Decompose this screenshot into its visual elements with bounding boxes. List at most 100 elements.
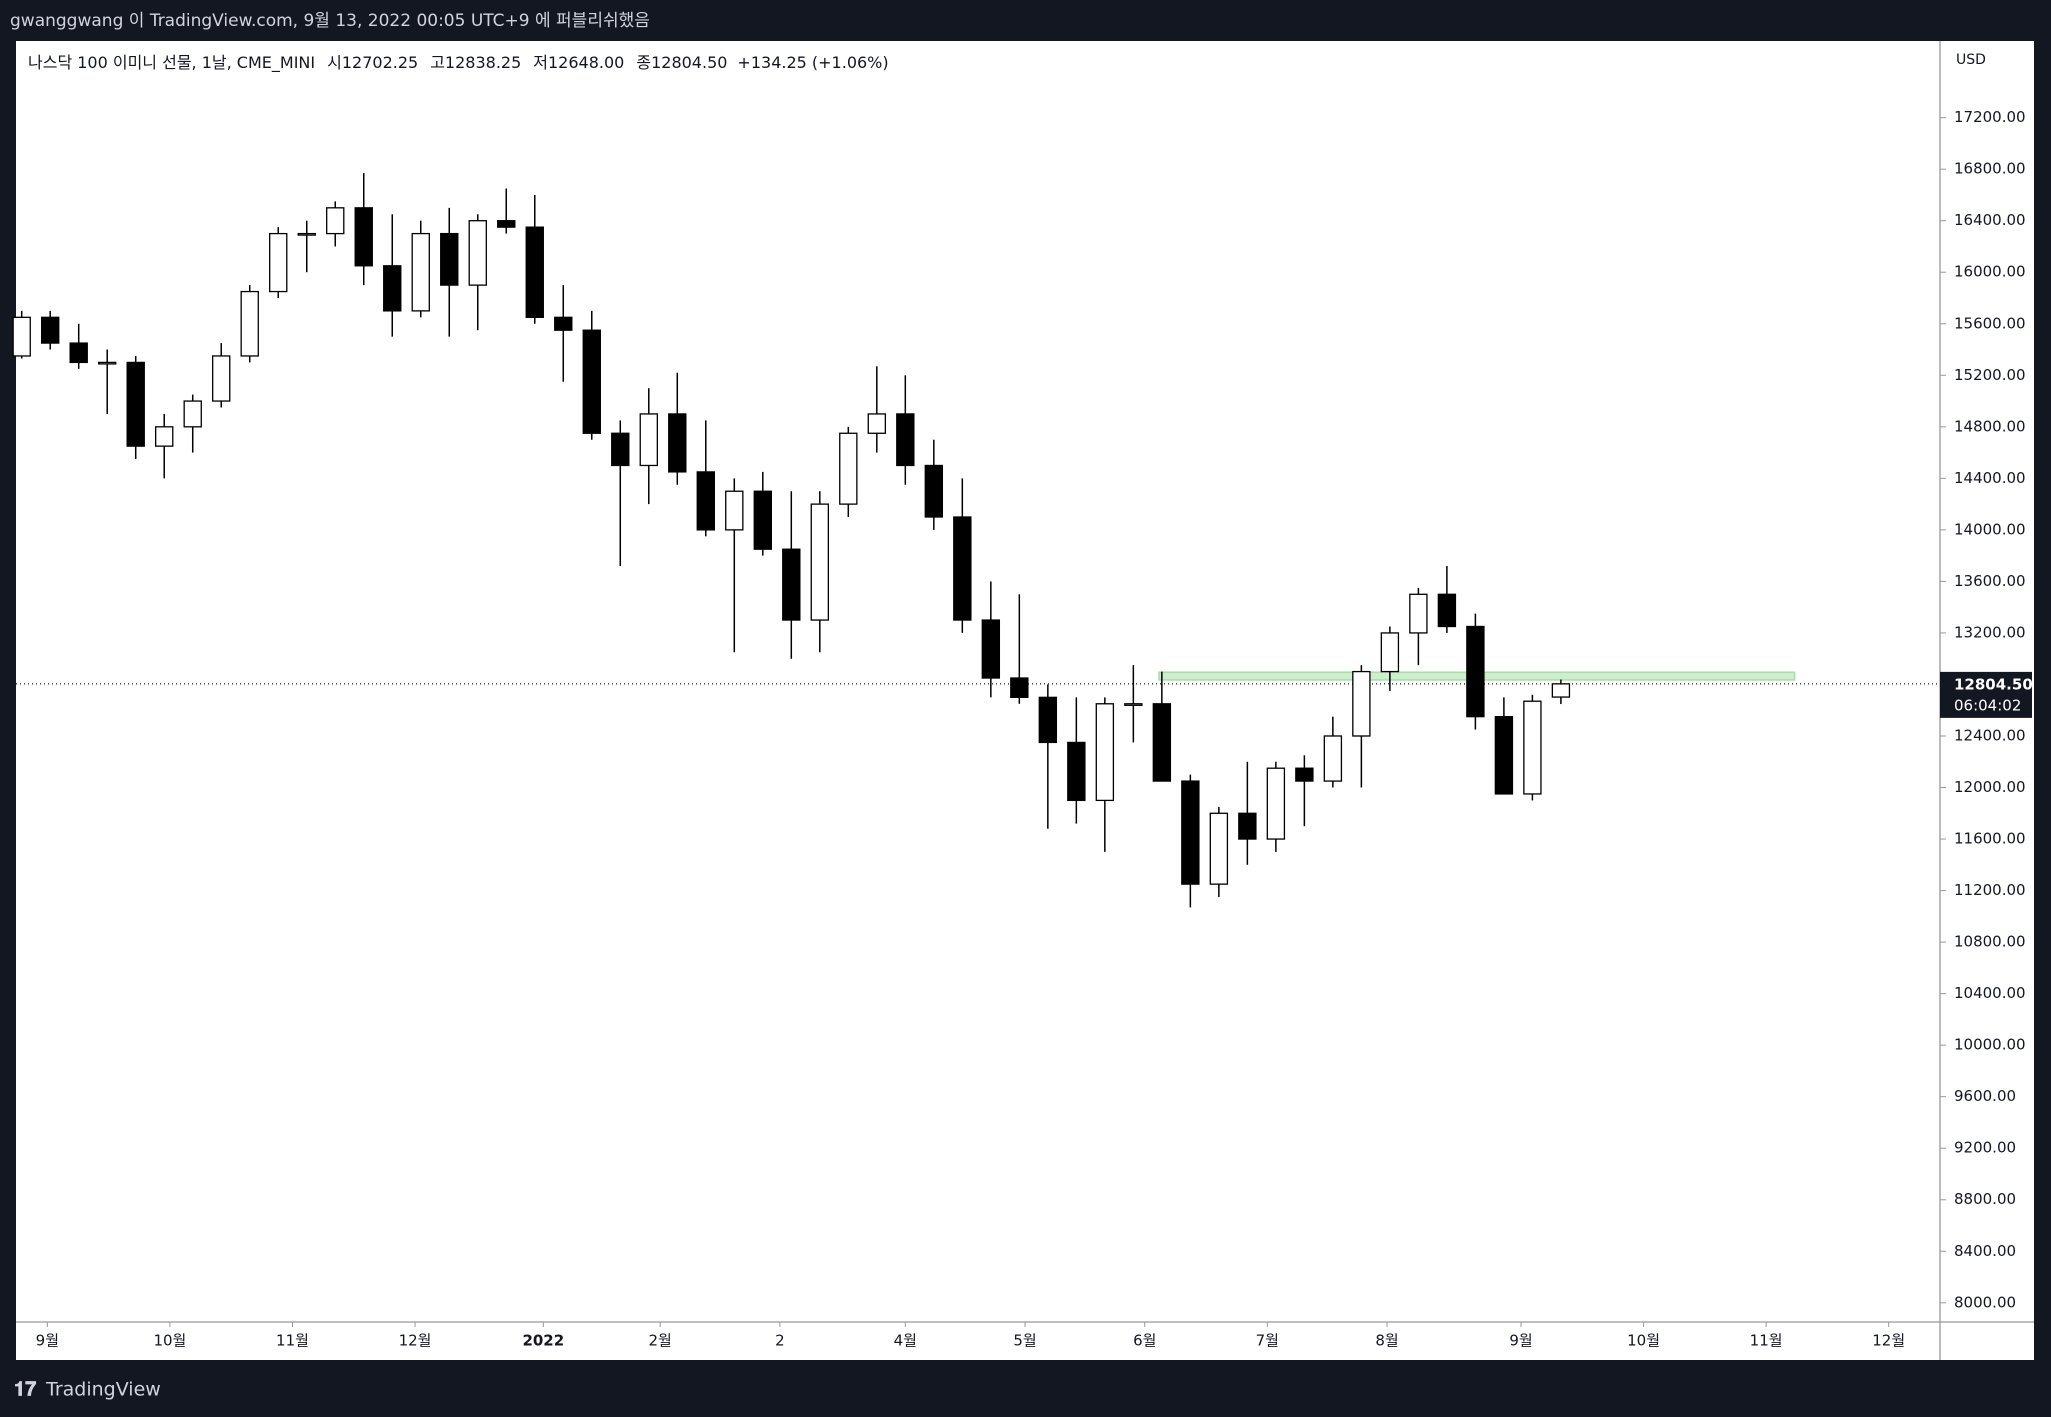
- candle-body: [1181, 780, 1200, 885]
- candle: [1466, 613, 1485, 730]
- x-tick-label: 5월: [1013, 1332, 1036, 1350]
- candle-body: [639, 413, 658, 467]
- candle-body: [98, 361, 117, 365]
- last-price-badge: [1940, 671, 2032, 718]
- y-tick-label: 12400.00: [1954, 726, 2026, 744]
- legend-open: 12702.25: [342, 53, 418, 72]
- candle: [810, 491, 830, 653]
- candle: [126, 355, 145, 460]
- y-tick-label: 8000.00: [1954, 1293, 2016, 1311]
- candle: [582, 310, 601, 440]
- x-tick-label: 4월: [894, 1332, 917, 1350]
- candle: [69, 323, 88, 369]
- y-tick-label: 15600.00: [1954, 314, 2026, 332]
- candle-body: [240, 290, 259, 357]
- candle-body: [69, 342, 88, 364]
- candle-body: [297, 232, 316, 236]
- x-tick-label: 12월: [399, 1332, 432, 1350]
- candle-body: [896, 413, 915, 467]
- candle: [1494, 697, 1514, 795]
- countdown: 06:04:02: [1954, 696, 2021, 714]
- candle-body: [1494, 716, 1514, 795]
- candle: [1209, 806, 1229, 898]
- y-tick-label: 14800.00: [1954, 417, 2026, 435]
- candle-body: [953, 516, 972, 621]
- candle: [1380, 626, 1400, 691]
- y-tick-label: 11200.00: [1954, 881, 2026, 899]
- candle-body: [924, 464, 944, 518]
- candle-body: [411, 232, 430, 312]
- candle-body: [269, 232, 288, 293]
- candle: [696, 420, 715, 537]
- candle: [1152, 671, 1172, 782]
- candle: [41, 310, 60, 350]
- candle: [1124, 665, 1143, 743]
- candle: [896, 375, 915, 485]
- candle-body: [696, 471, 715, 531]
- legend-low: 12648.00: [548, 53, 624, 72]
- candle: [1238, 761, 1257, 865]
- y-tick-label: 16000.00: [1954, 263, 2026, 281]
- candle: [953, 478, 972, 633]
- x-tick-label: 11월: [276, 1332, 309, 1350]
- candle: [326, 201, 345, 247]
- y-tick-label: 16400.00: [1954, 211, 2026, 229]
- x-tick-label: 2월: [649, 1332, 672, 1350]
- legend-high-label: 고: [430, 53, 445, 72]
- candle: [12, 310, 31, 359]
- candle-body: [810, 503, 830, 621]
- x-tick-label: 2: [775, 1332, 785, 1350]
- candle-body: [1010, 677, 1029, 698]
- candle-body: [554, 316, 573, 331]
- legend-open-label: 시: [327, 53, 342, 72]
- candle-body: [525, 226, 544, 318]
- candle: [839, 426, 858, 517]
- candle-body: [1295, 767, 1314, 782]
- candle: [867, 366, 887, 453]
- candle-body: [1409, 593, 1428, 634]
- candle: [155, 413, 174, 479]
- candle: [1295, 755, 1314, 827]
- footer-logo: 𝟏𝟕 TradingView: [14, 1377, 161, 1401]
- candle: [383, 214, 402, 337]
- candle-body: [155, 426, 174, 447]
- candle-body: [1209, 812, 1229, 885]
- legend-low-label: 저: [533, 53, 548, 72]
- candle: [183, 394, 202, 453]
- x-tick-label: 9월: [36, 1332, 59, 1350]
- legend-close: 12804.50: [651, 53, 727, 72]
- x-tick-label: 2022: [522, 1332, 564, 1350]
- logo-mark: 𝟏𝟕: [14, 1377, 36, 1401]
- candle: [1010, 594, 1029, 704]
- y-tick-label: 10800.00: [1954, 933, 2026, 951]
- candle: [269, 227, 288, 298]
- candle-body: [1124, 703, 1143, 706]
- candle-body: [1067, 741, 1086, 802]
- candle: [1409, 587, 1428, 666]
- y-tick-label: 9200.00: [1954, 1139, 2016, 1157]
- candle: [212, 343, 231, 408]
- candle: [1551, 679, 1571, 705]
- candle: [525, 194, 544, 324]
- candle-body: [753, 490, 772, 550]
- candle-body: [354, 207, 373, 267]
- candle: [354, 173, 373, 286]
- y-tick-label: 10400.00: [1954, 984, 2026, 1002]
- candle-body: [582, 329, 601, 434]
- brand: TradingView: [45, 1379, 161, 1401]
- x-tick-label: 10월: [1627, 1332, 1660, 1350]
- candle-body: [1551, 683, 1571, 698]
- chart-panel: [16, 41, 2034, 1360]
- candle-body: [981, 619, 1001, 679]
- candle: [411, 220, 430, 318]
- candle: [639, 388, 658, 505]
- candle: [1352, 665, 1371, 788]
- legend-close-label: 종: [636, 53, 651, 72]
- candle-body: [1437, 593, 1457, 628]
- x-tick-label: 11월: [1750, 1332, 1783, 1350]
- candle-body: [782, 548, 801, 621]
- candle: [668, 372, 687, 485]
- legend: 나스닥 100 이미니 선물, 1날, CME_MINI 시12702.25 고12…: [28, 53, 889, 73]
- candle: [497, 188, 516, 234]
